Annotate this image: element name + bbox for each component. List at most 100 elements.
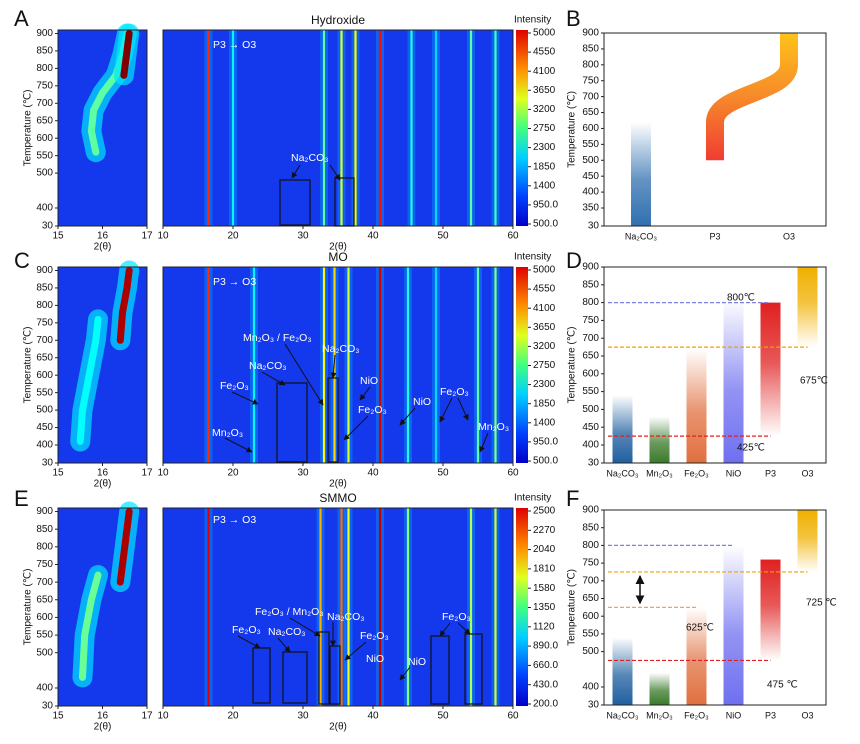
y-tick-label: 900 <box>36 28 53 39</box>
x-tick-label: O3 <box>783 231 795 241</box>
arrow <box>289 617 321 637</box>
annotation: NiO <box>360 375 378 387</box>
y-tick-label: 30 <box>42 221 54 232</box>
panel-title: Hydroxide <box>311 13 365 27</box>
y-tick-label: 900 <box>582 505 599 516</box>
plot-area <box>604 510 826 705</box>
y-tick-label: 900 <box>36 265 53 276</box>
colorbar <box>516 267 528 463</box>
colorbar-tick-label: 2300 <box>533 379 556 390</box>
annotation: 425℃ <box>737 443 765 454</box>
y-tick-label: 900 <box>582 28 599 39</box>
y-tick-label: 650 <box>36 352 53 363</box>
x-tick-label: 30 <box>297 711 309 722</box>
colorbar-tick-label: 4100 <box>533 66 556 77</box>
colorbar-tick-label: 500.0 <box>533 219 558 230</box>
panel: 15 16 17 2(θ) 30 400 450 500 550 600 650 700 750 800 8… <box>23 260 153 490</box>
arrow <box>344 641 367 661</box>
y-tick-label: 500 <box>582 646 599 657</box>
y-tick-label: 650 <box>582 351 599 362</box>
range-bar <box>760 302 781 437</box>
range-bar <box>612 637 633 705</box>
ridge <box>116 266 133 344</box>
colorbar-tick-label: 1850 <box>533 398 556 409</box>
y-tick-label: 600 <box>36 133 53 144</box>
frame <box>162 266 514 464</box>
range-bar <box>649 416 670 463</box>
region-box <box>252 647 271 704</box>
arrow <box>330 354 337 379</box>
y-tick-label: 30 <box>42 701 54 712</box>
colorbar-tick-label: 1400 <box>533 180 556 191</box>
ridge <box>120 29 133 79</box>
annotation: Na₂CO₃ <box>322 343 360 355</box>
y-tick-label: 700 <box>582 575 599 586</box>
heatmap-background <box>163 508 513 706</box>
x-tick-label: Fe₂O₃ <box>684 468 709 478</box>
colorbar-tick-label: 2750 <box>533 123 556 134</box>
y-tick-label: 750 <box>36 317 53 328</box>
y-tick-label: 850 <box>582 522 599 533</box>
arrow <box>284 343 324 406</box>
y-tick-label: 700 <box>36 98 53 109</box>
x-tick-label: 15 <box>52 711 64 722</box>
colorbar-tick-label: 4550 <box>533 284 556 295</box>
x-tick-label: 15 <box>52 231 64 242</box>
arrow <box>237 635 261 649</box>
x-tick-label: NiO <box>726 468 742 478</box>
region-box <box>279 179 311 226</box>
colorbar <box>516 508 528 706</box>
x-axis-label: 2(θ) <box>329 242 347 253</box>
x-tick-label: 17 <box>141 711 153 722</box>
x-tick-label: 60 <box>507 231 519 242</box>
y-tick-label: 30 <box>588 700 600 711</box>
annotation: Fe₂O₃ <box>358 404 387 416</box>
colorbar-tick-label: 430.0 <box>533 679 558 690</box>
plot-area <box>604 267 826 463</box>
y-tick-label: 800 <box>582 59 599 70</box>
panel-letter: A <box>14 6 29 31</box>
arrow <box>439 622 451 637</box>
colorbar-tick-label: 3200 <box>533 104 556 115</box>
annotation: Mn₂O₃ / Fe₂O₃ <box>243 332 312 344</box>
colorbar-tick-label: 1400 <box>533 417 556 428</box>
y-tick-label: 400 <box>582 440 599 451</box>
x-tick-label: Fe₂O₃ <box>684 710 709 720</box>
colorbar-tick-label: 4100 <box>533 303 556 314</box>
colorbar-tick-label: 3200 <box>533 341 556 352</box>
x-tick-label: 15 <box>52 468 64 479</box>
y-tick-label: 500 <box>582 155 599 166</box>
x-tick-label: 16 <box>97 468 109 479</box>
colorbar-tick-label: 2040 <box>533 544 556 555</box>
colorbar-tick-label: 2750 <box>533 360 556 371</box>
y-tick-label: 650 <box>36 594 53 605</box>
colorbar-tick-label: 4550 <box>533 47 556 58</box>
x-tick-label: 10 <box>157 468 169 479</box>
y-tick-label: 800 <box>36 541 53 552</box>
y-tick-label: 500 <box>36 647 53 658</box>
range-bar <box>723 545 744 705</box>
x-tick-label: 40 <box>367 711 379 722</box>
annotation: Na₂CO₃ <box>291 152 329 164</box>
arrow <box>457 622 471 635</box>
y-axis-label: Temperature (℃) <box>567 569 578 646</box>
y-tick-label: 750 <box>582 315 599 326</box>
colorbar-tick-label: 3650 <box>533 322 556 333</box>
colorbar-tick-label: 2500 <box>533 506 556 517</box>
range-bar <box>723 299 744 463</box>
x-axis-label: 2(θ) <box>329 722 347 733</box>
ridge <box>116 508 133 586</box>
arrow <box>261 371 286 386</box>
x-tick-label: 17 <box>141 231 153 242</box>
panel-letter: D <box>566 248 582 273</box>
annotation: Fe₂O₃ / Mn₂O₃ <box>255 606 324 618</box>
y-tick-label: 600 <box>582 368 599 379</box>
range-bar <box>760 559 781 661</box>
annotation: P3 → O3 <box>213 276 256 288</box>
range-bar <box>686 607 707 705</box>
y-axis-label: Temperature (℃) <box>567 327 578 404</box>
colorbar-tick-label: 200.0 <box>533 699 558 710</box>
x-axis-label: 2(θ) <box>94 479 112 490</box>
y-tick-label: 750 <box>582 75 599 86</box>
heatmap-background <box>163 30 513 226</box>
